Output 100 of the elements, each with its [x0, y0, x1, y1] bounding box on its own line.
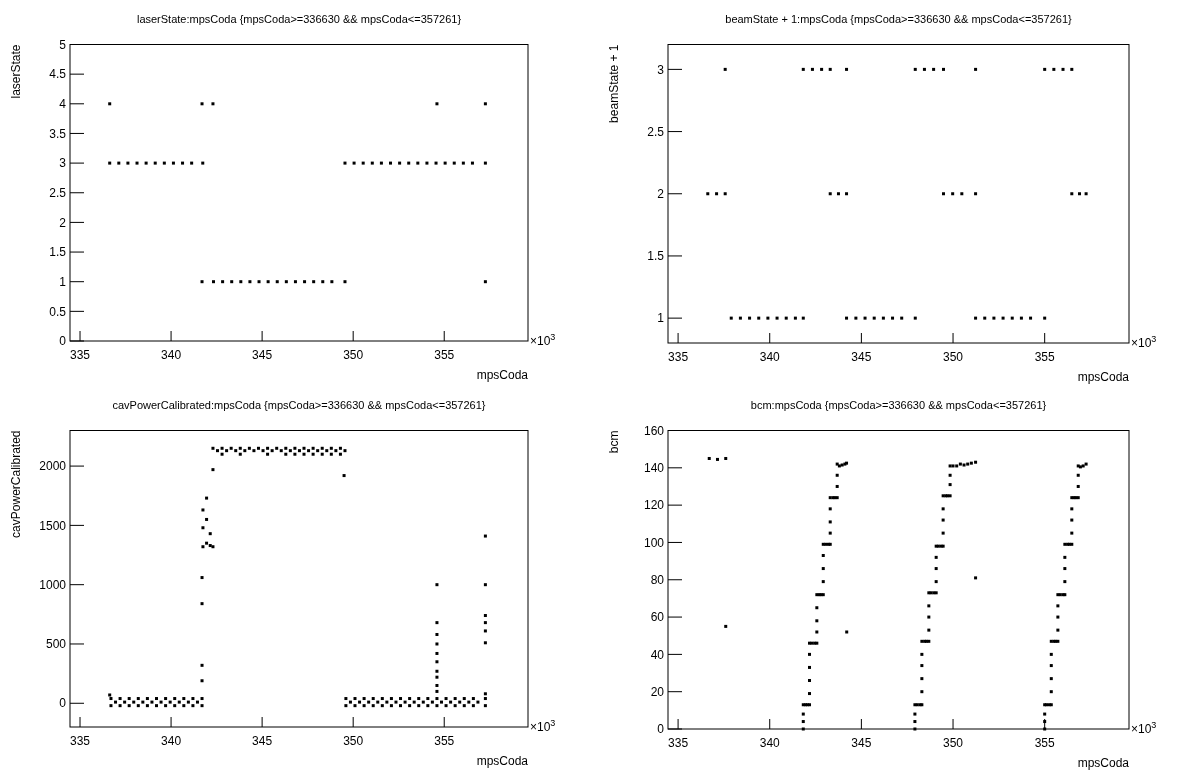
point [836, 192, 840, 196]
point [793, 316, 797, 320]
y-tick-label: 2 [59, 215, 67, 230]
y-tick-label: 4 [59, 97, 67, 111]
point [723, 192, 727, 196]
y-tick-label: 4.5 [49, 67, 67, 82]
point [1001, 316, 1005, 320]
y-tick-label: 3 [59, 156, 67, 171]
text: ×10$^{3}$ [530, 718, 556, 734]
point [200, 102, 204, 106]
point [757, 316, 761, 320]
y-tick-label: 3 [657, 62, 665, 77]
y-tick-label: 3.5 [49, 126, 67, 141]
y-tick-label: 160 [643, 423, 665, 438]
point [766, 316, 770, 320]
point [1084, 192, 1088, 196]
x-axis-title: mpsCoda [476, 754, 529, 768]
text: ×10$^{3}$ [1131, 720, 1157, 736]
point [343, 280, 347, 284]
point [416, 161, 420, 165]
point [942, 192, 945, 196]
point [352, 161, 356, 165]
point [389, 161, 393, 165]
chart-title: cavPowerCalibrated:mpsCoda {mpsCoda>=336630 && mpsCoda<=357261} [112, 398, 486, 411]
point [361, 161, 365, 165]
y-tick-label: 0 [59, 696, 67, 711]
point [135, 161, 139, 165]
y-tick-label: 1.5 [647, 249, 665, 264]
point [330, 280, 334, 284]
point [828, 192, 832, 196]
y-tick-label: 1000 [39, 577, 67, 592]
point [162, 161, 166, 165]
x-tick-label: 335 [70, 734, 91, 748]
text: ×10$^{3}$ [1131, 334, 1157, 350]
x-tick-label: 340 [759, 350, 781, 364]
point [117, 161, 121, 165]
point [1043, 67, 1047, 71]
y-tick-label: 2.5 [647, 124, 665, 139]
point [951, 192, 955, 196]
point [900, 316, 904, 320]
y-tick-label: 1.5 [49, 245, 67, 260]
y-axis-title: bcm [607, 430, 621, 454]
point [942, 67, 945, 71]
point [1019, 316, 1023, 320]
point [108, 161, 112, 165]
point [845, 192, 849, 196]
y-tick-label: 0 [59, 334, 67, 349]
point [425, 161, 429, 165]
x-tick-label: 350 [343, 734, 364, 748]
point [863, 316, 867, 320]
point [483, 161, 487, 165]
point [960, 192, 964, 196]
point [974, 316, 978, 320]
y-tick-label: 140 [643, 461, 665, 476]
point [181, 161, 185, 165]
y-tick-label: 500 [45, 637, 67, 652]
point [1043, 316, 1047, 320]
point [775, 316, 779, 320]
x-tick-label: 335 [668, 736, 689, 750]
point [343, 161, 347, 165]
x-tick-label: 345 [252, 734, 273, 748]
x-tick-label: 345 [252, 348, 273, 362]
x-tick-label: 340 [161, 734, 182, 748]
point [230, 280, 234, 284]
x-tick-label: 345 [851, 350, 872, 364]
point [434, 161, 438, 165]
y-tick-label: 60 [650, 610, 665, 625]
point [872, 316, 876, 320]
point [1052, 67, 1056, 71]
point [801, 316, 805, 320]
point [801, 67, 805, 71]
point [784, 316, 788, 320]
point [810, 67, 814, 71]
point [729, 316, 733, 320]
x-tick-label: 355 [434, 734, 455, 748]
point [1078, 192, 1082, 196]
point [922, 67, 926, 71]
point [1070, 192, 1074, 196]
point [1029, 316, 1033, 320]
point [321, 280, 325, 284]
point [1010, 316, 1014, 320]
y-tick-label: 1 [59, 274, 67, 289]
point [257, 280, 261, 284]
point [913, 316, 917, 320]
x-axis-title: mpsCoda [1077, 370, 1130, 384]
point [108, 102, 112, 106]
point [370, 161, 374, 165]
point [379, 161, 383, 165]
point [200, 280, 204, 284]
point [275, 280, 279, 284]
x-tick-label: 355 [434, 348, 455, 362]
x-tick-label: 335 [70, 348, 91, 362]
y-tick-label: 1500 [39, 518, 67, 533]
y-tick-label: 120 [643, 498, 665, 513]
point [212, 280, 215, 284]
point [1070, 67, 1074, 71]
chart-title: beamState + 1:mpsCoda {mpsCoda>=336630 && mpsCoda<=357261} [725, 12, 1073, 25]
point [992, 316, 996, 320]
y-tick-label: 1 [657, 311, 665, 326]
x-tick-label: 340 [759, 736, 781, 750]
